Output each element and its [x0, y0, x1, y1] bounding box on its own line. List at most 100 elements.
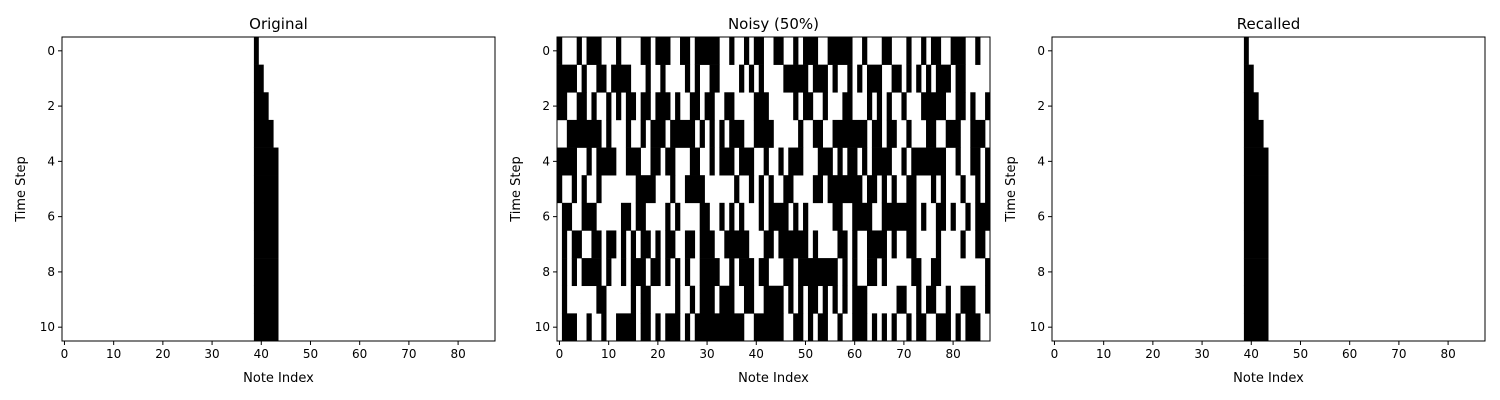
cell-run — [699, 230, 715, 259]
cell-run — [606, 119, 612, 148]
cell-run — [596, 64, 607, 93]
cell-run — [758, 202, 764, 231]
cell-run — [625, 92, 637, 121]
y-tick-label: 6 — [47, 210, 55, 224]
cell-run — [822, 285, 828, 314]
cell-run — [586, 37, 602, 65]
cell-run — [655, 37, 671, 65]
cell-run — [758, 64, 764, 93]
cell-run — [768, 175, 774, 204]
y-tick-label: 10 — [535, 320, 550, 334]
cell-run — [253, 92, 269, 121]
cell-run — [719, 285, 735, 314]
cell-run — [906, 175, 917, 204]
cell-run — [561, 258, 568, 287]
y-tick-label: 10 — [40, 320, 55, 334]
cell-run — [793, 313, 804, 342]
cell-run — [601, 313, 607, 342]
cell-run — [985, 147, 991, 176]
cell-run — [930, 175, 937, 204]
cell-run — [630, 285, 637, 314]
cell-run — [729, 258, 735, 287]
cell-run — [906, 64, 912, 93]
cell-run — [881, 175, 887, 204]
cell-run — [871, 147, 892, 176]
cell-run — [650, 258, 661, 287]
cell-run — [783, 64, 809, 93]
cell-run — [847, 147, 858, 176]
cell-run — [253, 175, 279, 204]
cell-run — [650, 147, 661, 176]
cell-run — [253, 285, 279, 314]
cell-run — [576, 37, 582, 65]
cell-run — [699, 285, 715, 314]
cell-run — [965, 202, 971, 231]
cell-run — [921, 37, 927, 65]
cell-run — [729, 202, 735, 231]
cell-run — [665, 230, 676, 259]
x-tick-label: 80 — [1440, 347, 1455, 361]
cell-run — [611, 64, 632, 93]
cell-run — [793, 37, 799, 65]
cell-run — [724, 92, 735, 121]
cell-run — [640, 230, 651, 259]
cell-run — [581, 64, 587, 93]
cell-run — [719, 202, 725, 231]
cell-run — [832, 285, 838, 314]
cell-run — [778, 147, 784, 176]
cell-run — [1243, 119, 1264, 148]
x-tick-label: 60 — [1342, 347, 1357, 361]
cell-run — [557, 147, 577, 176]
cell-run — [891, 175, 897, 204]
x-tick-label: 20 — [1145, 347, 1160, 361]
cell-run — [635, 175, 656, 204]
cell-run — [576, 92, 587, 121]
cell-run — [985, 285, 991, 314]
x-tick-label: 0 — [61, 347, 69, 361]
cell-run — [675, 92, 681, 121]
y-axis-label: Time Step — [14, 156, 29, 223]
cell-run — [753, 37, 764, 65]
x-axis-label: Note Index — [738, 371, 809, 386]
cell-run — [253, 258, 279, 287]
cell-run — [675, 258, 681, 287]
x-tick-label: 0 — [556, 347, 564, 361]
x-tick-label: 80 — [945, 347, 960, 361]
x-axis-label: Note Index — [243, 371, 314, 386]
cell-run — [1243, 175, 1269, 204]
cell-run — [970, 119, 986, 148]
cell-run — [788, 147, 804, 176]
cell-run — [596, 285, 607, 314]
cell-run — [753, 313, 784, 342]
cell-run — [571, 230, 582, 259]
cell-run — [684, 313, 691, 342]
cell-run — [635, 202, 646, 231]
cell-run — [916, 285, 922, 314]
cell-run — [926, 119, 937, 148]
cell-run — [1243, 147, 1269, 176]
cell-run — [881, 37, 892, 65]
x-tick-label: 70 — [1391, 347, 1406, 361]
cell-run — [955, 92, 966, 121]
cell-run — [827, 37, 853, 65]
cell-run — [921, 202, 927, 231]
cell-run — [798, 285, 804, 314]
cell-run — [812, 175, 824, 204]
cell-run — [724, 230, 750, 259]
cell-run — [852, 230, 858, 259]
cell-run — [253, 202, 279, 231]
cell-run — [596, 175, 602, 204]
y-tick-label: 4 — [1037, 154, 1045, 168]
y-tick-label: 10 — [1030, 320, 1045, 334]
x-tick-label: 30 — [699, 347, 714, 361]
cell-run — [832, 64, 838, 93]
y-tick-label: 8 — [47, 265, 55, 279]
cell-run — [876, 92, 883, 121]
cell-run — [891, 64, 902, 93]
cell-run — [253, 37, 259, 65]
cell-run — [596, 147, 617, 176]
cell-run — [935, 202, 947, 231]
cell-run — [822, 92, 828, 121]
cell-run — [591, 92, 597, 121]
cell-run — [965, 313, 981, 342]
